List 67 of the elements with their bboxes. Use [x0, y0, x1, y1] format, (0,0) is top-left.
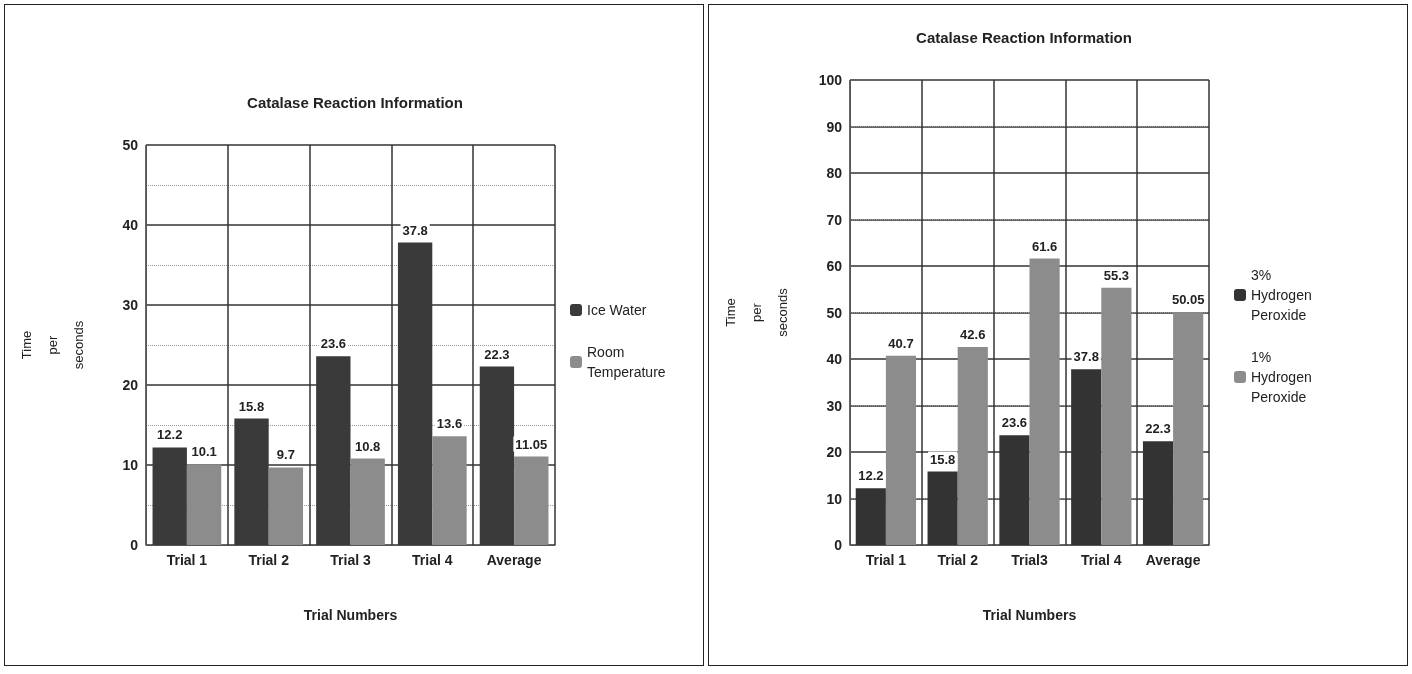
data-label: 10.8 — [355, 438, 381, 454]
data-label: 37.8 — [402, 222, 428, 238]
bar — [1029, 258, 1060, 545]
data-label: 12.2 — [157, 427, 183, 443]
legend-label: Ice Water — [587, 302, 647, 318]
data-label: 15.8 — [238, 398, 265, 414]
bar — [186, 464, 222, 545]
bar — [268, 467, 304, 545]
data-label: 55.3 — [1103, 267, 1130, 283]
bar — [432, 436, 467, 545]
y-tick-label: 30 — [826, 397, 843, 414]
y-tick-label: 20 — [826, 444, 843, 460]
data-label: 11.05 — [515, 436, 548, 452]
chart-title: Catalase Reaction Information — [916, 29, 1132, 46]
data-label: 12.2 — [858, 468, 884, 484]
y-tick-label: 30 — [122, 297, 139, 313]
legend-label: 1% Hydrogen Peroxide — [1251, 349, 1312, 405]
data-label: 22.3 — [484, 346, 510, 362]
y-tick-label: 10 — [826, 490, 843, 507]
bar — [957, 346, 988, 545]
data-label: 23.6 — [320, 336, 346, 352]
legend-label: 3% Hydrogen Peroxide — [1251, 267, 1312, 323]
y-tick-label: 100 — [818, 72, 843, 88]
x-tick-label: Trial 2 — [248, 552, 290, 568]
data-label: 10.1 — [191, 444, 217, 460]
x-tick-label: Trial 2 — [937, 552, 979, 568]
data-label: 9.7 — [276, 447, 295, 463]
y-tick-label: 10 — [122, 457, 139, 473]
y-tick-label: 70 — [826, 211, 843, 228]
data-label: 13.6 — [436, 416, 463, 432]
y-tick-label: 60 — [826, 258, 843, 274]
data-label: 40.7 — [888, 335, 914, 351]
y-tick-label: 0 — [130, 537, 139, 553]
x-tick-label: Average — [1145, 552, 1201, 568]
data-label: 42.6 — [960, 326, 986, 342]
x-axis-title: Trial Numbers — [982, 607, 1077, 623]
y-tick-label: 80 — [826, 165, 843, 181]
x-tick-label: Trial3 — [1011, 552, 1048, 568]
bar — [350, 458, 385, 545]
y-tick-label: 20 — [122, 377, 139, 393]
y-tick-label: 90 — [826, 118, 843, 135]
bar — [885, 355, 917, 545]
bar — [514, 456, 549, 545]
x-tick-label: Trial 4 — [1081, 552, 1122, 568]
y-tick-label: 50 — [826, 304, 843, 321]
chart-title: Catalase Reaction Information — [247, 94, 463, 111]
data-label: 22.3 — [1145, 421, 1171, 437]
bar — [1173, 312, 1204, 545]
x-axis-title: Trial Numbers — [303, 607, 398, 623]
y-tick-label: 40 — [826, 351, 843, 367]
x-tick-label: Trial 3 — [330, 552, 371, 568]
data-label: 61.6 — [1031, 238, 1058, 254]
x-tick-label: Average — [486, 552, 542, 568]
x-tick-label: Trial 1 — [166, 552, 208, 568]
data-label: 50.05 — [1171, 292, 1205, 308]
y-axis-title: Time per seconds — [18, 320, 86, 370]
x-tick-label: Trial 1 — [865, 552, 907, 568]
y-tick-label: 50 — [122, 137, 139, 153]
y-axis-title: Time per seconds — [722, 287, 790, 337]
legend-label: Room Temperature — [587, 344, 666, 380]
y-tick-label: 0 — [834, 537, 843, 553]
data-label: 15.8 — [929, 451, 956, 467]
x-tick-label: Trial 4 — [412, 552, 453, 568]
bar — [1101, 287, 1132, 545]
y-tick-label: 40 — [122, 217, 139, 233]
data-label: 37.8 — [1073, 349, 1099, 365]
data-label: 23.6 — [1001, 415, 1028, 431]
